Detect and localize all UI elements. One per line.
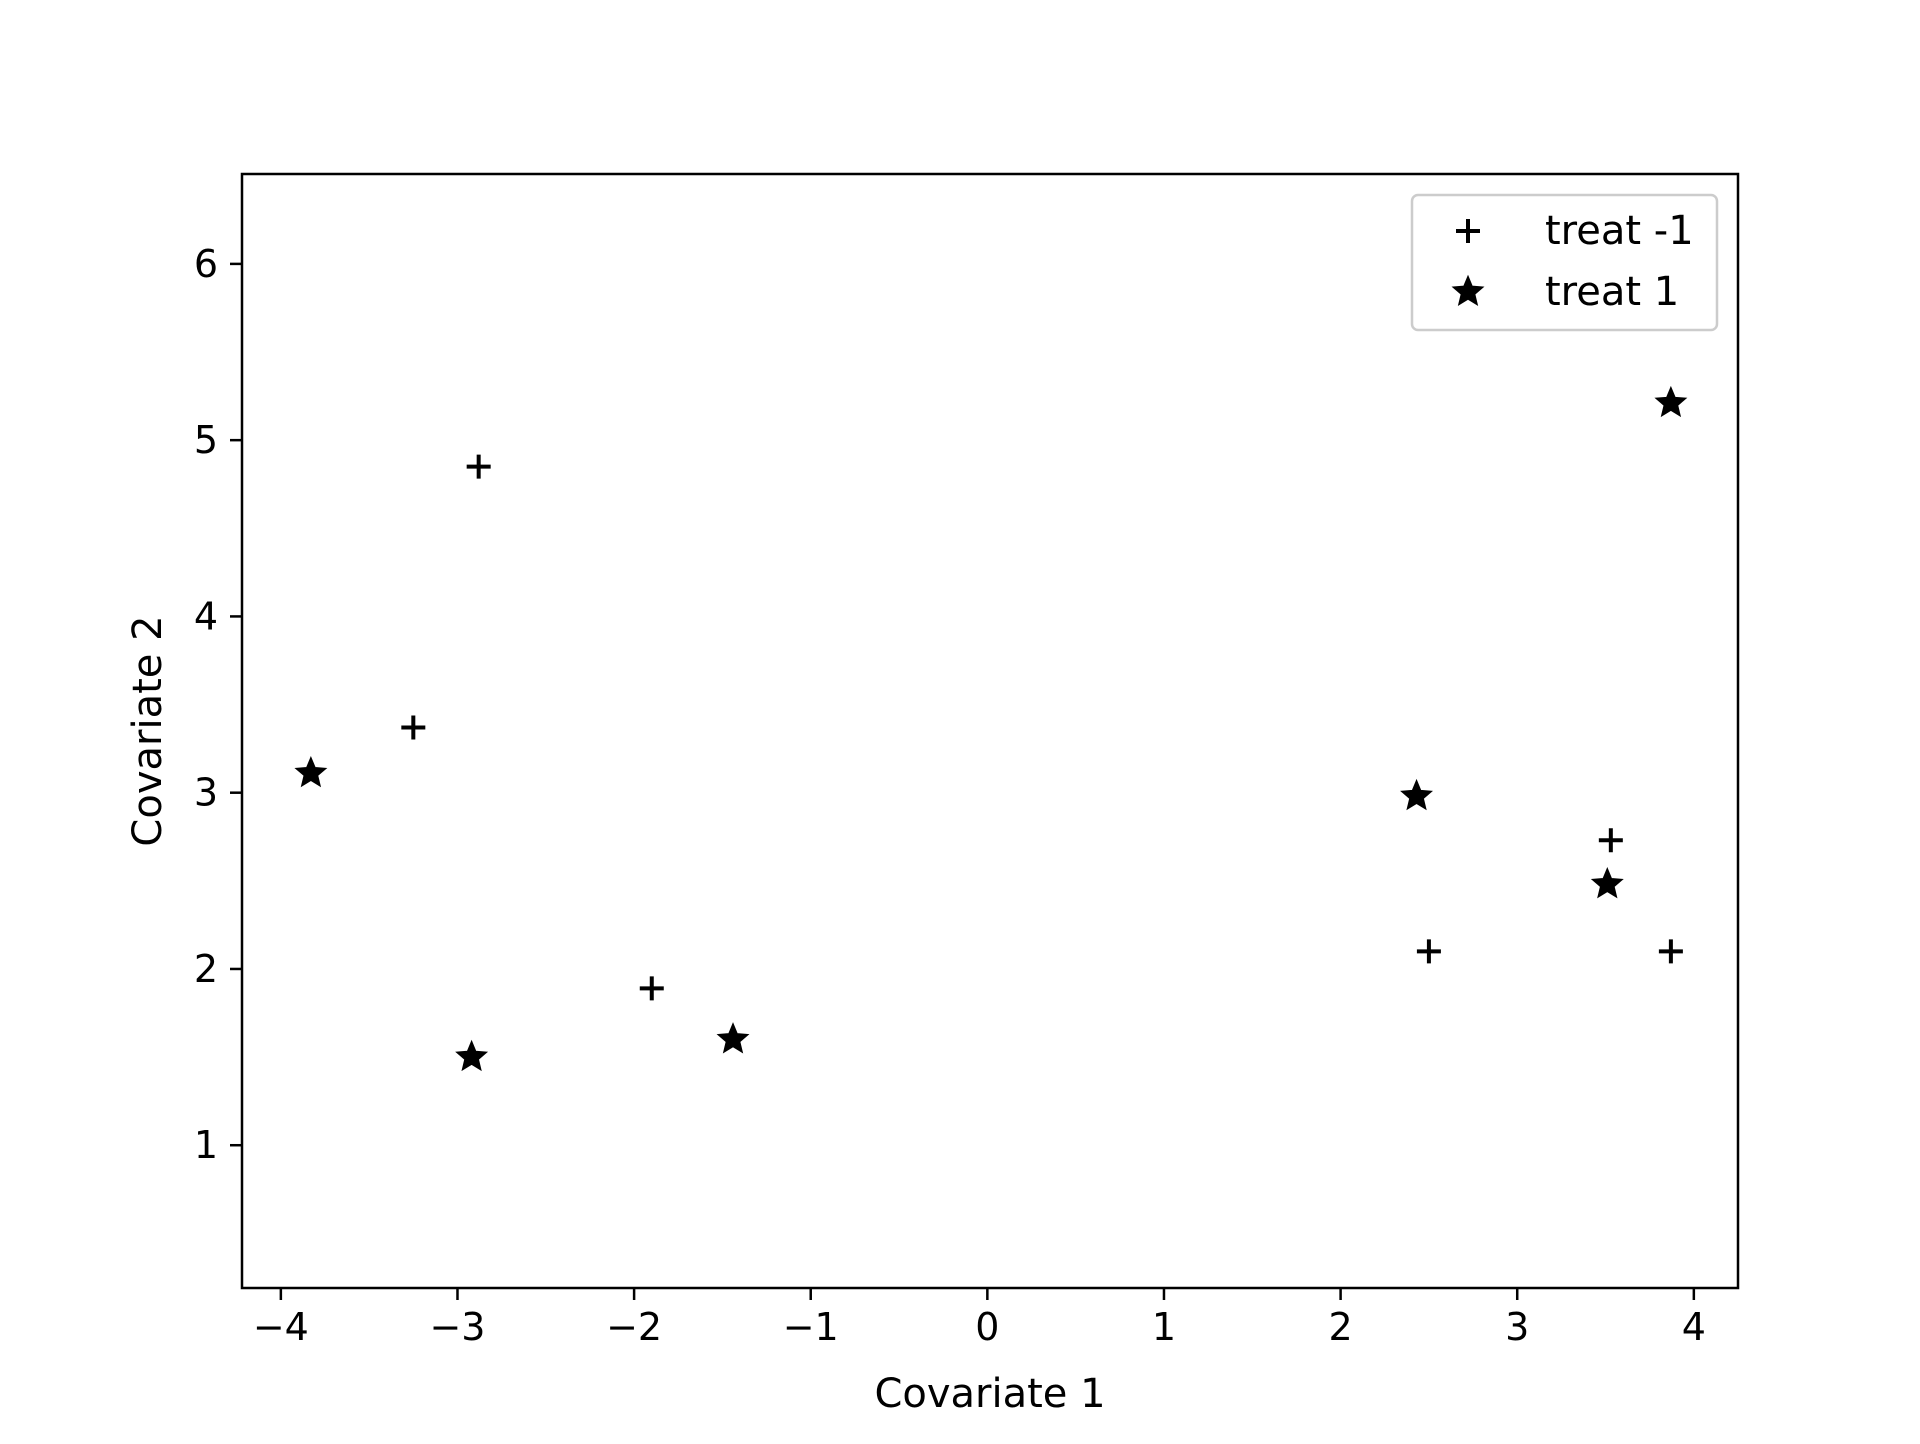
legend-star-icon (1451, 274, 1485, 306)
legend: treat -1 treat 1 (1410, 193, 1719, 332)
star-marker-point (294, 755, 328, 788)
legend-label: treat 1 (1545, 269, 1679, 315)
y-tick-label: 5 (194, 418, 218, 462)
axes-frame (240, 172, 1740, 1290)
star-marker-point (1654, 385, 1688, 418)
x-tick-label: 0 (975, 1305, 999, 1349)
plus-marker-point (1658, 939, 1683, 964)
y-tick-label: 2 (194, 947, 218, 991)
legend-items: treat -1 treat 1 (1451, 208, 1694, 315)
y-tick-label: 4 (194, 594, 218, 638)
star-marker-point (716, 1022, 750, 1054)
plus-marker-point (639, 976, 664, 1001)
x-tick-label: 1 (1152, 1305, 1176, 1349)
star-marker-point (1400, 778, 1433, 811)
y-tick-label: 3 (194, 771, 218, 815)
y-tick-label: 1 (194, 1123, 218, 1167)
plus-marker-point (401, 715, 426, 740)
legend-label: treat -1 (1545, 208, 1694, 254)
star-marker-point (1590, 867, 1624, 899)
x-tick-label: −2 (606, 1305, 662, 1349)
x-tick-label: 3 (1505, 1305, 1529, 1349)
y-axis-label: Covariate 2 (125, 615, 171, 846)
x-tick-label: −3 (429, 1305, 485, 1349)
plot-area (242, 174, 1738, 1288)
legend-box (1410, 193, 1719, 332)
legend-plus-icon (1456, 219, 1480, 243)
plus-marker-point (1598, 828, 1623, 853)
y-tick-label: 6 (194, 242, 218, 286)
x-tick-label: −4 (253, 1305, 309, 1349)
plus-marker-point (1416, 939, 1441, 964)
x-tick-label: 4 (1682, 1305, 1706, 1349)
axis-ticks: −4 −3 −2 −1 0 1 2 3 4 1 2 3 4 5 6 (194, 242, 1706, 1349)
plus-marker-point (466, 454, 491, 479)
x-tick-label: 2 (1329, 1305, 1353, 1349)
star-marker-point (455, 1039, 489, 1072)
data-points (294, 385, 1688, 1072)
x-axis-label: Covariate 1 (874, 1371, 1105, 1417)
x-tick-label: −1 (783, 1305, 839, 1349)
